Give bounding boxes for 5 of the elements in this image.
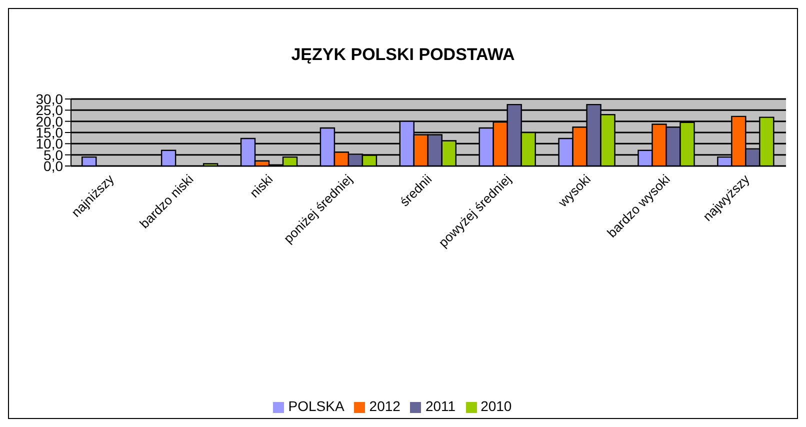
chart-title: JĘZYK POLSKI PODSTAWA bbox=[290, 45, 516, 65]
legend-label: POLSKA bbox=[288, 398, 344, 414]
legend-label: 2010 bbox=[480, 398, 512, 414]
legend-label: 2012 bbox=[369, 398, 400, 414]
legend-label: 2011 bbox=[425, 398, 456, 414]
